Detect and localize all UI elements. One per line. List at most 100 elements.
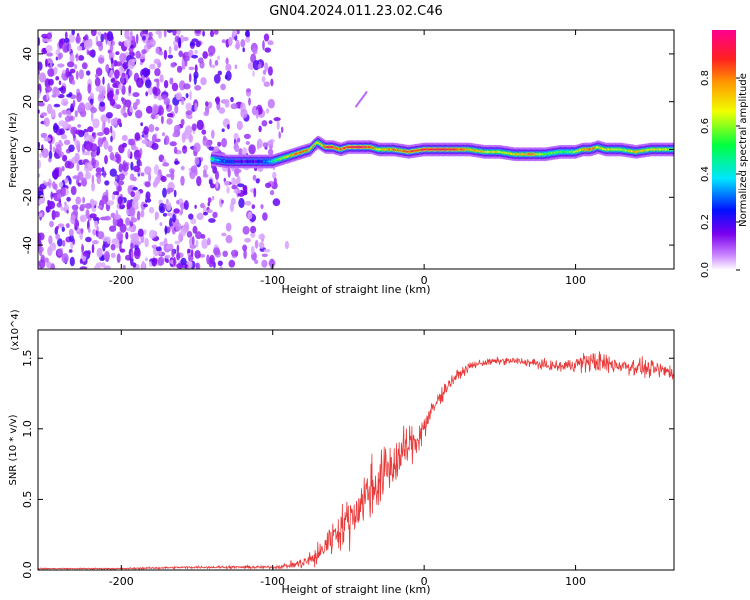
spectrogram-speckle-blob	[176, 200, 180, 205]
spectrogram-speckle-blob	[42, 38, 47, 43]
spectrogram-speckle-blob	[147, 86, 154, 96]
spectrogram-speckle-blob	[53, 211, 60, 218]
spectrogram-speckle-blob	[193, 142, 201, 153]
spectrogram-speckle-blob	[194, 204, 197, 209]
spectrogram-speckle-blob	[114, 69, 120, 79]
spectrogram-x-tick-label: 0	[421, 274, 428, 287]
spectrogram-speckle-blob	[84, 102, 92, 111]
spectrogram-speckle-blob	[257, 63, 262, 69]
spectrogram-speckle-blob	[242, 244, 248, 252]
spectrogram-speckle-blob	[165, 259, 169, 263]
spectrogram-speckle-blob	[196, 119, 204, 131]
spectrogram-speckle-blob	[49, 220, 54, 228]
spectrogram-y-tick-label: 40	[21, 47, 34, 61]
spectrogram-speckle-blob	[159, 222, 163, 227]
spectrogram-speckle-blob	[158, 50, 164, 56]
spectrogram-speckle-blob	[265, 182, 272, 189]
spectrogram-speckle-blob	[56, 91, 60, 96]
spectrogram-y-tick-label: -40	[21, 236, 34, 254]
spectrogram-speckle-blob	[84, 203, 92, 209]
spectrogram-speckle-blob	[240, 108, 248, 119]
spectrogram-speckle-blob	[130, 30, 133, 37]
spectrogram-speckle-blob	[267, 66, 273, 76]
spectrogram-ridge	[210, 135, 674, 169]
spectrogram-speckle-blob	[188, 73, 192, 83]
spectrogram-speckle-blob	[213, 30, 219, 35]
spectrogram-speckle-blob	[154, 68, 161, 77]
spectrogram-speckle-blob	[136, 210, 141, 221]
spectrogram-speckle-blob	[50, 191, 53, 200]
spectrogram-speckle-blob	[58, 52, 63, 59]
spectrogram-speckle-blob	[71, 79, 76, 86]
spectrogram-speckle-blob	[91, 157, 96, 167]
spectrogram-speckle-blob	[75, 70, 79, 80]
spectrogram-speckle-blob	[195, 239, 199, 248]
spectrogram-speckle-blob	[252, 174, 257, 181]
spectrogram-speckle-blob	[141, 35, 146, 41]
spectrogram-speckle-blob	[98, 57, 105, 64]
spectrogram-speckle-blob	[191, 249, 194, 257]
spectrogram-speckle-blob	[96, 226, 99, 232]
spectrogram-speckle-blob	[97, 31, 102, 36]
spectrogram-speckle-blob	[162, 187, 167, 198]
spectrogram-speckle-blob	[65, 67, 70, 78]
spectrogram-speckle-blob	[163, 97, 171, 106]
spectrogram-plot	[38, 30, 674, 269]
spectrogram-speckle-blob	[258, 233, 266, 240]
spectrogram-speckle-blob	[52, 146, 56, 152]
spectrogram-speckle-blob	[262, 142, 269, 148]
spectrogram-speckle-blob	[62, 42, 70, 53]
spectrogram-speckle-blob	[72, 99, 76, 108]
spectrogram-speckle-blob	[155, 126, 159, 131]
spectrogram-y-axis-label: Frequency (Hz)	[8, 112, 19, 188]
spectrogram-speckle-blob	[228, 36, 233, 47]
spectrogram-speckle-blob	[135, 50, 141, 59]
spectrogram-speckle-blob	[201, 238, 209, 249]
spectrogram-speckle-blob	[121, 72, 126, 78]
spectrogram-speckle-blob	[115, 88, 120, 96]
spectrogram-speckle-blob	[189, 41, 196, 47]
spectrogram-speckle-blob	[231, 249, 239, 257]
spectrogram-speckle-blob	[262, 40, 265, 51]
spectrogram-speckle-blob	[208, 257, 214, 268]
spectrogram-speckle-blob	[270, 78, 274, 87]
spectrogram-speckle-blob	[191, 123, 197, 131]
spectrogram-speckle-blob	[38, 89, 41, 99]
spectrogram-speckle-blob	[55, 233, 61, 240]
spectrogram-speckle-blob	[263, 248, 271, 253]
spectrogram-speckle-blob	[154, 258, 158, 264]
spectrogram-speckle-blob	[145, 191, 151, 200]
spectrogram-speckle-blob	[110, 252, 116, 259]
spectrogram-speckle-blob	[262, 69, 267, 75]
spectrogram-speckle-blob	[262, 212, 268, 221]
snr-y-ticks: 0.0 0.5 1.0 1.5	[21, 349, 674, 579]
spectrogram-speckle-blob	[60, 206, 64, 211]
spectrogram-speckle-blob	[166, 118, 173, 125]
spectrogram-speckle-blob	[69, 256, 75, 267]
spectrogram-speckle-blob	[230, 197, 236, 205]
spectrogram-speckle-blob	[100, 33, 104, 43]
spectrogram-speckle-blob	[106, 30, 114, 42]
spectrogram-speckle-blob	[39, 153, 42, 158]
spectrogram-speckle-blob	[86, 70, 91, 76]
spectrogram-speckle-blob	[268, 120, 273, 124]
spectrogram-speckle-blob	[129, 105, 133, 113]
spectrogram-speckle-blob	[68, 228, 74, 237]
spectrogram-speckle-blob	[231, 184, 238, 190]
spectrogram-speckle-blob	[91, 243, 95, 254]
spectrogram-speckle-blob	[38, 83, 41, 92]
spectrogram-speckle-blob	[203, 211, 208, 216]
spectrogram-speckle-blob	[78, 102, 86, 113]
spectrogram-speckle-blob	[267, 40, 274, 46]
spectrogram-speckle-blob	[243, 249, 247, 260]
snr-x-tick-label: -100	[260, 575, 285, 588]
snr-y-tick-label: 0.0	[21, 561, 34, 579]
spectrogram-speckle-blob	[96, 174, 102, 185]
spectrogram-speckle-blob	[75, 54, 78, 59]
spectrogram-speckle-blob	[62, 207, 68, 212]
spectrogram-speckle-blob	[66, 93, 72, 98]
spectrogram-speckle-blob	[130, 44, 134, 49]
spectrogram-speckle-blob	[125, 254, 131, 261]
spectrogram-speckle-blob	[206, 209, 213, 214]
